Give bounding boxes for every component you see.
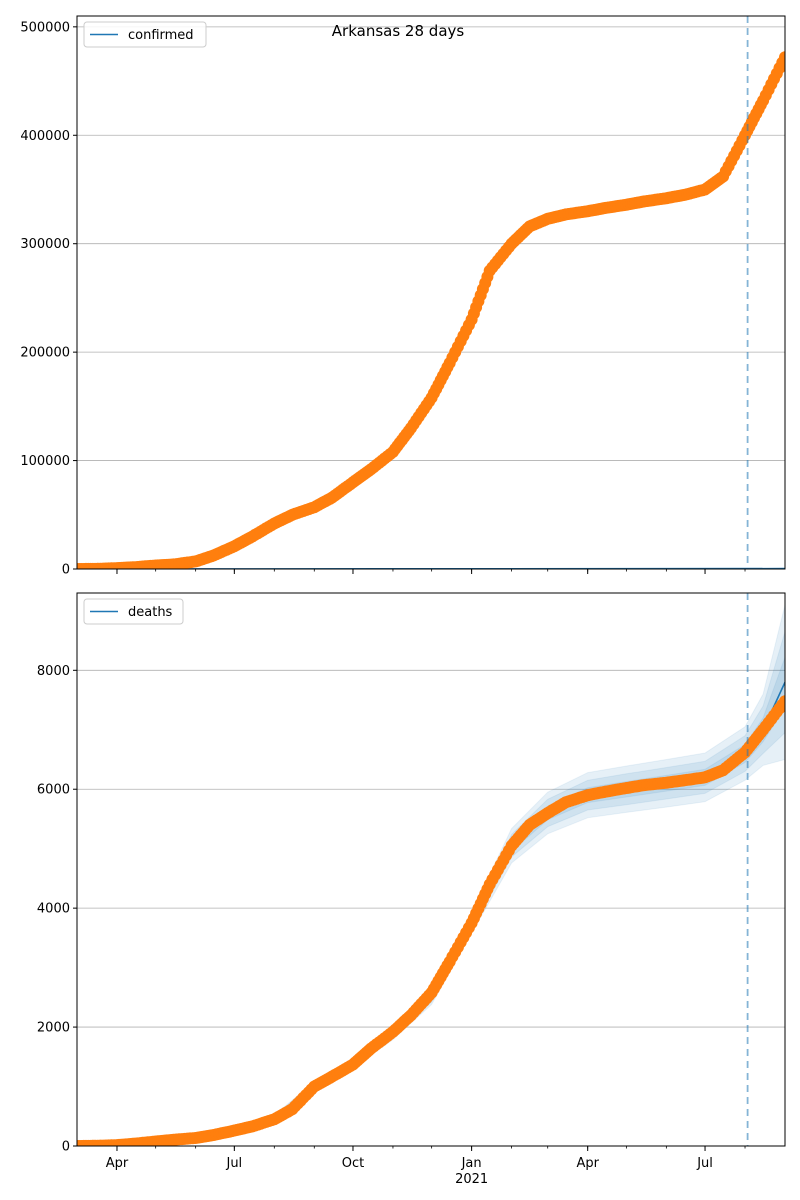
y-tick-label: 8000 bbox=[37, 664, 70, 679]
y-tick-label: 4000 bbox=[37, 902, 70, 917]
legend-box bbox=[83, 598, 184, 625]
y-tick-label: 0 bbox=[62, 563, 70, 578]
plot-area bbox=[77, 604, 785, 1146]
x-tick-label: Jan bbox=[461, 1156, 482, 1171]
x-year-label: 2021 bbox=[455, 1172, 488, 1187]
y-tick-label: 200000 bbox=[20, 346, 70, 361]
y-tick-label: 400000 bbox=[20, 129, 70, 144]
y-tick-label: 100000 bbox=[20, 454, 70, 469]
legend-label: confirmed bbox=[128, 28, 194, 43]
observed-marker bbox=[779, 51, 785, 64]
y-tick-label: 6000 bbox=[37, 783, 70, 798]
y-tick-label: 300000 bbox=[20, 237, 70, 252]
legend-box bbox=[83, 21, 207, 48]
y-tick-label: 2000 bbox=[37, 1021, 70, 1036]
legend-label: deaths bbox=[128, 605, 173, 620]
plot-area bbox=[77, 51, 785, 569]
observed-marker bbox=[779, 695, 785, 708]
y-tick-label: 0 bbox=[62, 1140, 70, 1155]
figure-title: Arkansas 28 days bbox=[332, 22, 465, 40]
axes-frame bbox=[76, 592, 786, 1147]
x-tick-label: Apr bbox=[106, 1156, 129, 1171]
legend: deaths bbox=[83, 598, 184, 625]
x-tick-label: Oct bbox=[342, 1156, 364, 1171]
x-tick-label: Apr bbox=[576, 1156, 599, 1171]
y-tick-label: 500000 bbox=[20, 20, 70, 35]
confirmed-panel: 0 100000 200000 300000 400000 500000 confirmed bbox=[20, 15, 786, 578]
legend: confirmed bbox=[83, 21, 207, 48]
x-tick-label: Jul bbox=[225, 1156, 242, 1171]
axes-frame bbox=[76, 15, 786, 570]
x-tick-label: Jul bbox=[696, 1156, 713, 1171]
